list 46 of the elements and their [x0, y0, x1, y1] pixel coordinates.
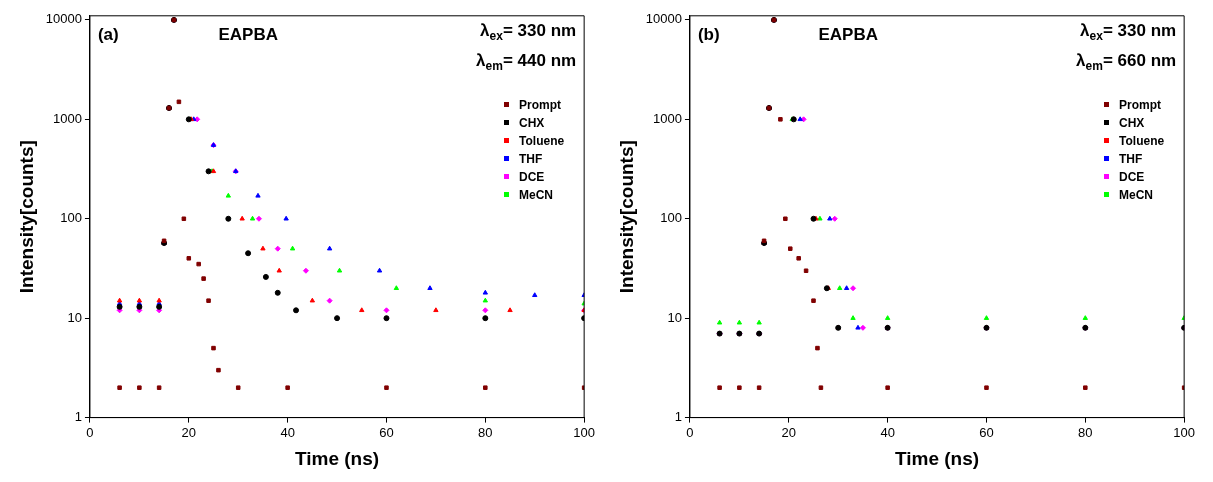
- y-tick-label: 100: [60, 210, 82, 226]
- legend-label: Toluene: [519, 132, 565, 150]
- x-axis-title: Time (ns): [895, 447, 980, 469]
- annotation: λ$_{ex}$= 330 nm: [1080, 20, 1177, 44]
- y-tick-label: 100: [660, 210, 682, 226]
- annotation: (b): [697, 24, 720, 44]
- annotation: λ$_{em}$= 660 nm: [1076, 50, 1177, 74]
- legend-label: DCE: [519, 168, 545, 186]
- legend-label: THF: [519, 150, 543, 168]
- x-tick-label: 80: [478, 424, 493, 440]
- annotation: EAPBA: [218, 24, 278, 44]
- y-axis-title: Intensity[counts]: [615, 140, 637, 294]
- legend-label: Prompt: [1119, 96, 1162, 114]
- x-axis-title: Time (ns): [295, 447, 380, 469]
- y-tick-label: 1: [674, 409, 682, 425]
- legend-label: MeCN: [1119, 186, 1154, 204]
- legend-label: Prompt: [519, 96, 562, 114]
- annotation: λ$_{em}$= 440 nm: [476, 50, 577, 74]
- x-tick-label: 0: [686, 424, 694, 440]
- y-tick-label: 10: [67, 309, 82, 325]
- legend-label: CHX: [1119, 114, 1145, 132]
- y-tick-label: 1: [74, 409, 82, 425]
- x-tick-label: 80: [1078, 424, 1093, 440]
- y-tick-label: 1000: [53, 110, 82, 126]
- x-tick-label: 60: [379, 424, 394, 440]
- y-tick-label: 1000: [653, 110, 682, 126]
- legend-label: CHX: [519, 114, 545, 132]
- y-tick-label: 10000: [45, 11, 82, 27]
- x-tick-label: 100: [573, 424, 596, 440]
- x-tick-label: 60: [979, 424, 994, 440]
- x-tick-label: 0: [86, 424, 94, 440]
- annotation: EAPBA: [818, 24, 878, 44]
- annotation: λ$_{ex}$= 330 nm: [480, 20, 577, 44]
- y-tick-label: 10: [667, 309, 682, 325]
- x-tick-label: 100: [1173, 424, 1196, 440]
- legend-label: DCE: [1119, 168, 1145, 186]
- legend-label: THF: [1119, 150, 1143, 168]
- x-tick-label: 40: [880, 424, 895, 440]
- x-tick-label: 40: [280, 424, 295, 440]
- legend-label: Toluene: [1119, 132, 1165, 150]
- legend-label: MeCN: [519, 186, 554, 204]
- x-tick-label: 20: [781, 424, 797, 440]
- annotation: (a): [97, 24, 119, 44]
- y-tick-label: 10000: [645, 11, 682, 27]
- x-tick-label: 20: [181, 424, 197, 440]
- y-axis-title: Intensity[counts]: [15, 140, 37, 294]
